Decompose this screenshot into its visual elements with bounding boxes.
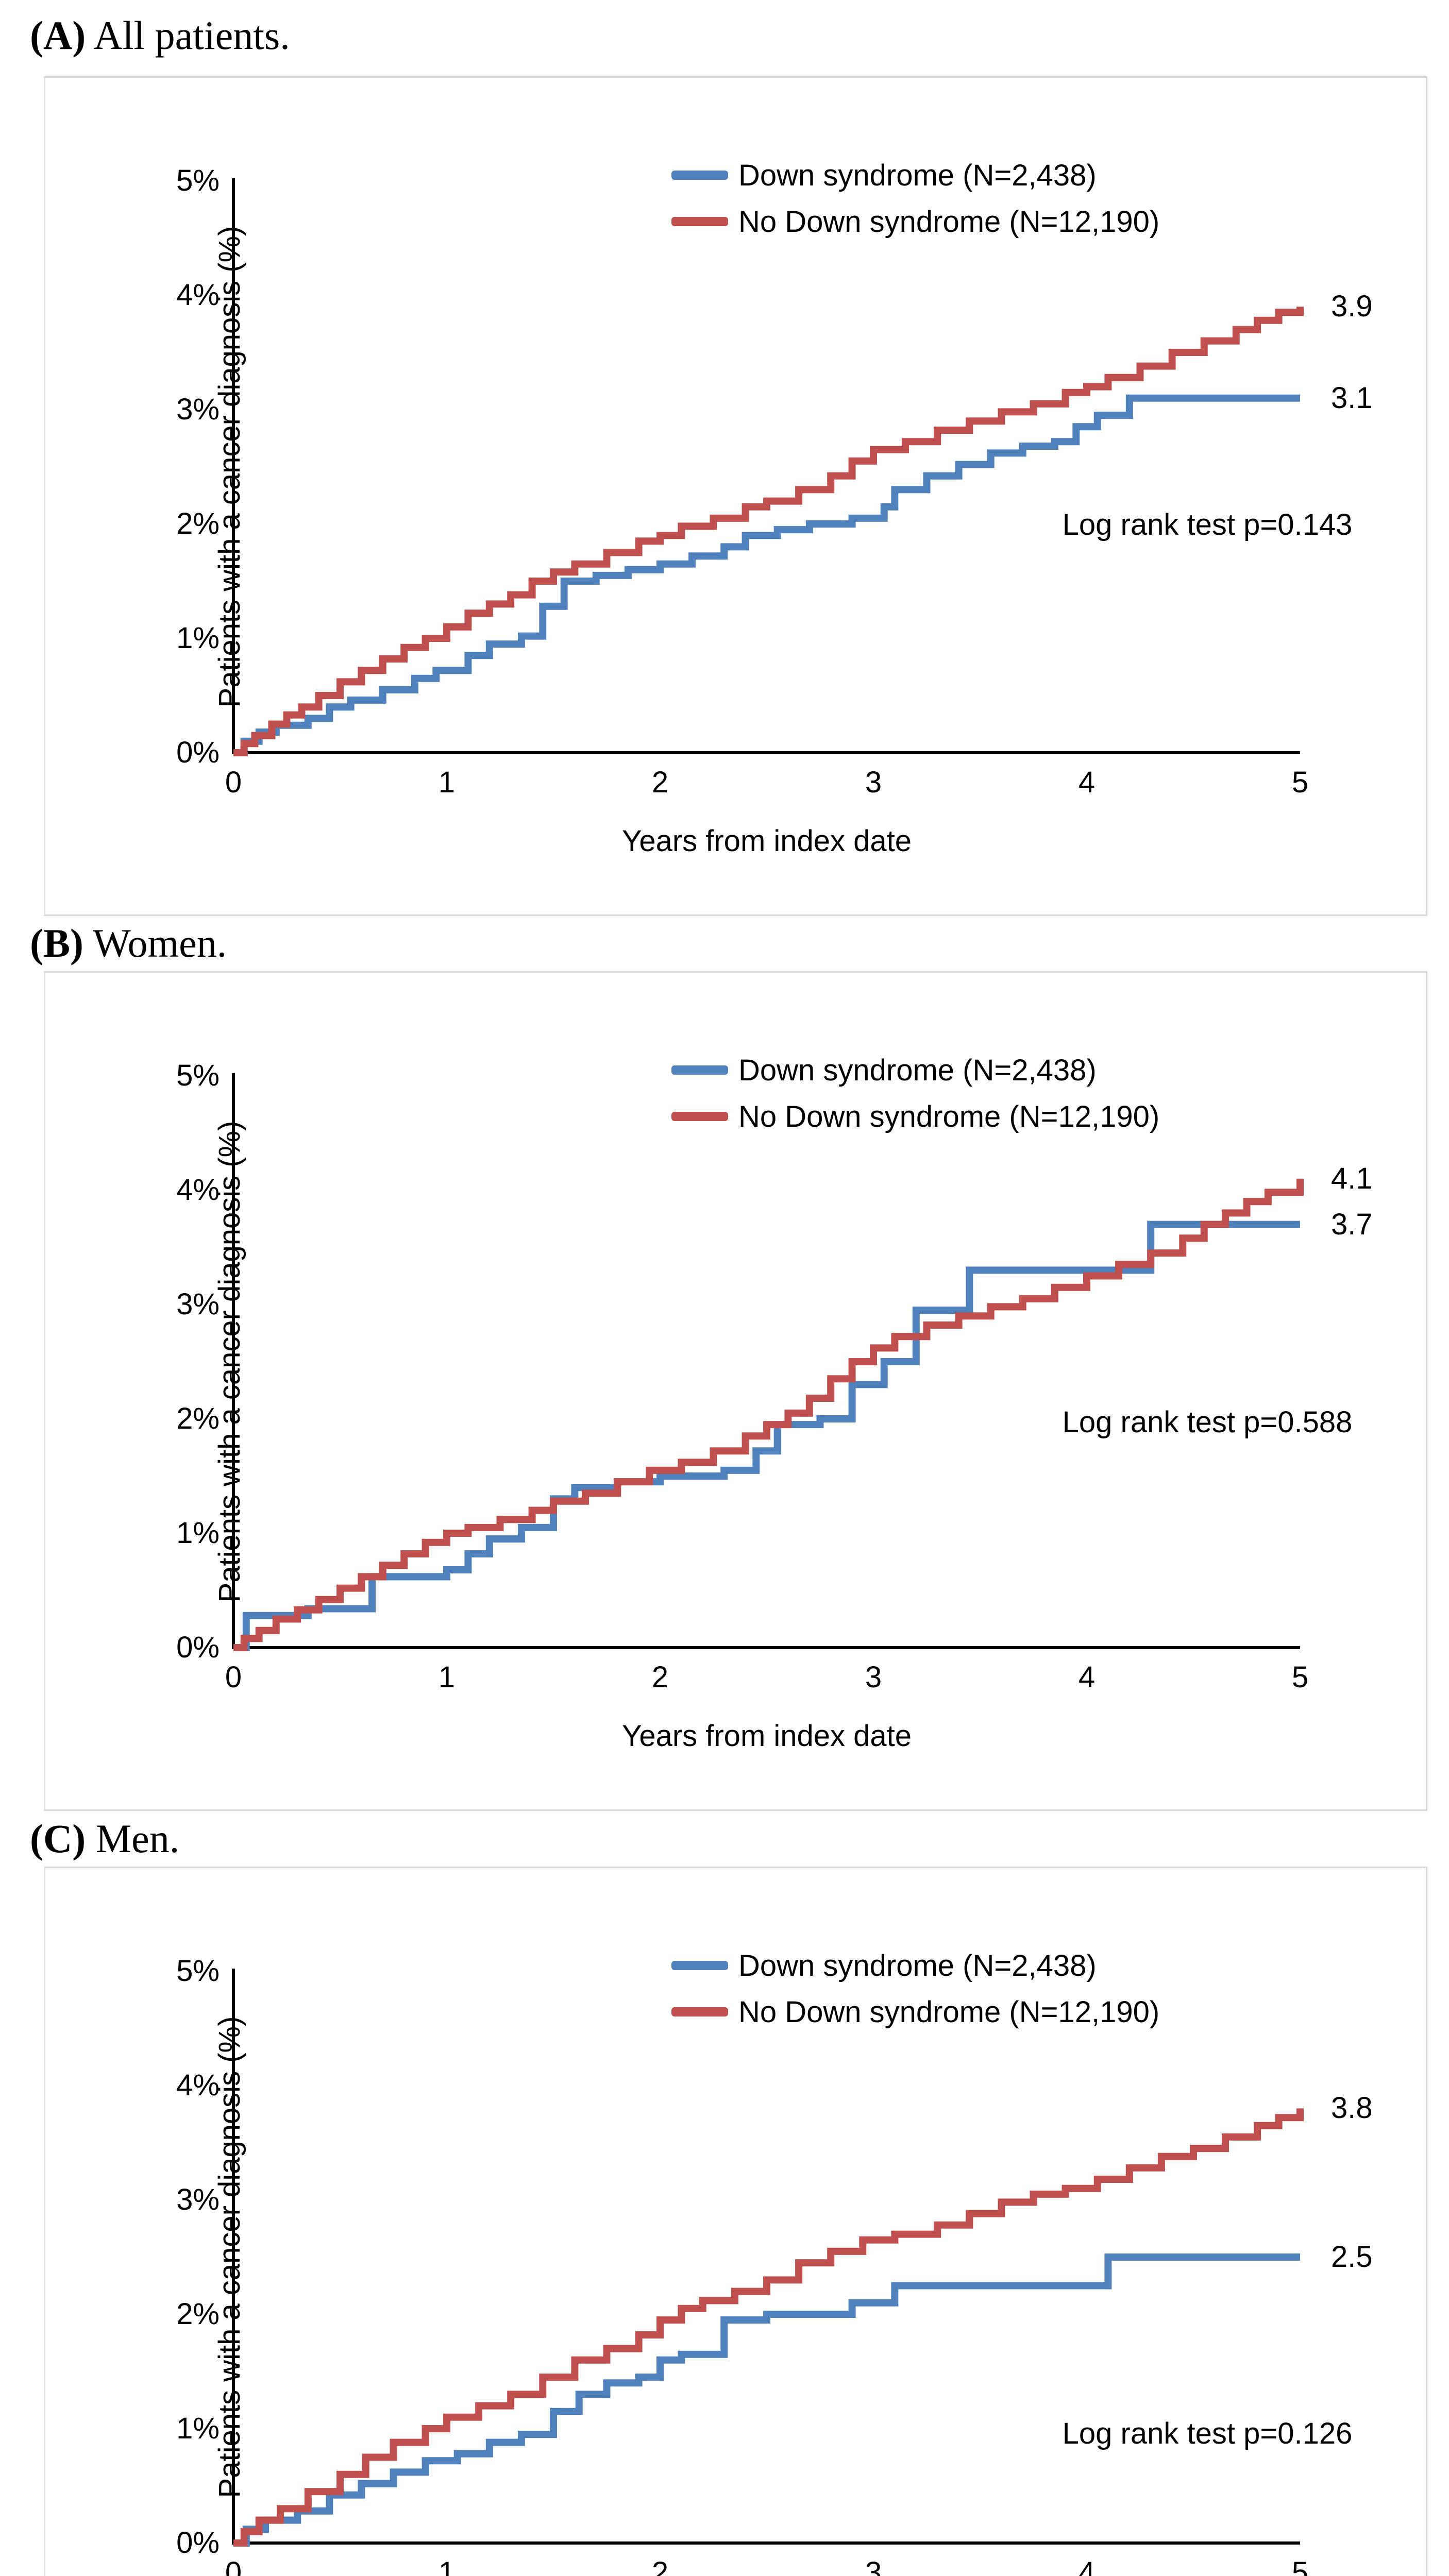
legend-label-down-syndrome: Down syndrome (N=2,438) <box>738 1054 1097 1087</box>
y-tick-2: 2% <box>176 1402 220 1435</box>
log-rank-annotation: Log rank test p=0.143 <box>1062 508 1353 541</box>
legend-swatch-no-down-syndrome <box>671 1112 728 1121</box>
x-tick-3: 3 <box>865 1660 882 1694</box>
y-tick-0: 0% <box>176 1631 220 1664</box>
legend-swatch-down-syndrome <box>671 1961 728 1970</box>
log-rank-annotation: Log rank test p=0.126 <box>1062 2417 1353 2450</box>
legend-item-no-down-syndrome: No Down syndrome (N=12,190) <box>671 1993 1393 2032</box>
legend-swatch-down-syndrome <box>671 171 728 180</box>
curve-no-down-syndrome <box>233 307 1304 756</box>
x-tick-2: 2 <box>651 766 669 799</box>
y-tick-4: 4% <box>176 2069 220 2102</box>
legend-swatch-no-down-syndrome <box>671 2007 728 2016</box>
log-rank-annotation: Log rank test p=0.588 <box>1062 1405 1353 1439</box>
end-value-label-no-down: 3.8 <box>1331 2091 1373 2125</box>
panel-a-title-letter: (A) <box>30 13 86 58</box>
panel-c: Patients with a cancer diagnosis (%) 5% … <box>44 1867 1427 2576</box>
curve-no-down-syndrome <box>233 1178 1304 1651</box>
curve-down-syndrome <box>233 394 1300 756</box>
y-tick-3: 3% <box>176 393 220 426</box>
y-tick-4: 4% <box>176 1173 220 1207</box>
panel-b: Patients with a cancer diagnosis (%) 5% … <box>44 971 1427 1811</box>
panel-b-y-axis-label: Patients with a cancer diagnosis (%) <box>213 1121 246 1603</box>
end-value-label-down: 3.1 <box>1331 381 1373 415</box>
x-tick-4: 4 <box>1078 766 1096 799</box>
y-tick-4: 4% <box>176 278 220 312</box>
y-tick-3: 3% <box>176 1287 220 1321</box>
y-tick-3: 3% <box>176 2183 220 2216</box>
y-tick-5: 5% <box>176 1059 220 1092</box>
panel-a-y-axis-label: Patients with a cancer diagnosis (%) <box>213 226 246 708</box>
legend-swatch-no-down-syndrome <box>671 217 728 226</box>
legend-item-down-syndrome: Down syndrome (N=2,438) <box>671 156 1393 195</box>
panel-a-x-axis-label: Years from index date <box>621 824 912 858</box>
panel-c-title-letter: (C) <box>30 1816 86 1861</box>
end-value-label-no-down: 4.1 <box>1331 1162 1373 1195</box>
panel-b-title-text: Women. <box>83 921 227 965</box>
x-tick-0: 0 <box>225 1660 242 1694</box>
x-tick-0: 0 <box>225 766 242 799</box>
panel-b-title: (B) Women. <box>30 920 854 977</box>
panel-a-title-text: All patients. <box>86 13 290 58</box>
panel-c-y-axis-label: Patients with a cancer diagnosis (%) <box>213 2016 246 2498</box>
end-value-label-down: 2.5 <box>1331 2240 1373 2274</box>
curve-no-down-syndrome <box>233 2108 1304 2547</box>
x-tick-5: 5 <box>1291 1660 1309 1694</box>
x-tick-4: 4 <box>1078 1660 1096 1694</box>
x-tick-3: 3 <box>865 2556 882 2576</box>
legend-label-down-syndrome: Down syndrome (N=2,438) <box>738 159 1097 192</box>
y-tick-1: 1% <box>176 621 220 655</box>
legend-label-no-down-syndrome: No Down syndrome (N=12,190) <box>738 205 1160 239</box>
x-tick-3: 3 <box>865 766 882 799</box>
x-tick-1: 1 <box>438 2556 456 2576</box>
x-tick-2: 2 <box>651 2556 669 2576</box>
y-tick-0: 0% <box>176 2526 220 2560</box>
axes <box>232 1073 1300 1649</box>
panel-b-x-axis-label: Years from index date <box>621 1719 912 1753</box>
x-tick-4: 4 <box>1078 2556 1096 2576</box>
x-tick-2: 2 <box>651 1660 669 1694</box>
panel-c-chart <box>232 1969 1304 2547</box>
y-tick-1: 1% <box>176 2412 220 2445</box>
x-tick-1: 1 <box>438 1660 456 1694</box>
legend-label-no-down-syndrome: No Down syndrome (N=12,190) <box>738 1100 1160 1133</box>
y-tick-2: 2% <box>176 2297 220 2331</box>
end-value-label-no-down: 3.9 <box>1331 290 1373 323</box>
y-tick-5: 5% <box>176 1954 220 1988</box>
y-tick-5: 5% <box>176 164 220 197</box>
x-tick-0: 0 <box>225 2556 242 2576</box>
y-tick-0: 0% <box>176 736 220 769</box>
panel-b-chart <box>232 1073 1304 1651</box>
panel-a-chart <box>232 178 1304 756</box>
curve-down-syndrome <box>233 2253 1300 2547</box>
panel-c-title-text: Men. <box>86 1816 180 1861</box>
legend-item-no-down-syndrome: No Down syndrome (N=12,190) <box>671 1097 1393 1137</box>
x-tick-1: 1 <box>438 766 456 799</box>
legend-label-no-down-syndrome: No Down syndrome (N=12,190) <box>738 1995 1160 2029</box>
x-tick-5: 5 <box>1291 766 1309 799</box>
panel-a-title: (A) All patients. <box>30 12 854 69</box>
panel-b-title-letter: (B) <box>30 921 83 965</box>
legend-label-down-syndrome: Down syndrome (N=2,438) <box>738 1949 1097 1982</box>
y-tick-1: 1% <box>176 1516 220 1550</box>
axes <box>232 178 1300 754</box>
end-value-label-down: 3.7 <box>1331 1208 1373 1241</box>
legend-item-no-down-syndrome: No Down syndrome (N=12,190) <box>671 202 1393 242</box>
legend-item-down-syndrome: Down syndrome (N=2,438) <box>671 1051 1393 1090</box>
legend-swatch-down-syndrome <box>671 1065 728 1075</box>
panel-c-title: (C) Men. <box>30 1816 854 1872</box>
panel-a: Patients with a cancer diagnosis (%) 5% … <box>44 76 1427 916</box>
legend-item-down-syndrome: Down syndrome (N=2,438) <box>671 1946 1393 1986</box>
x-tick-5: 5 <box>1291 2556 1309 2576</box>
y-tick-2: 2% <box>176 507 220 540</box>
